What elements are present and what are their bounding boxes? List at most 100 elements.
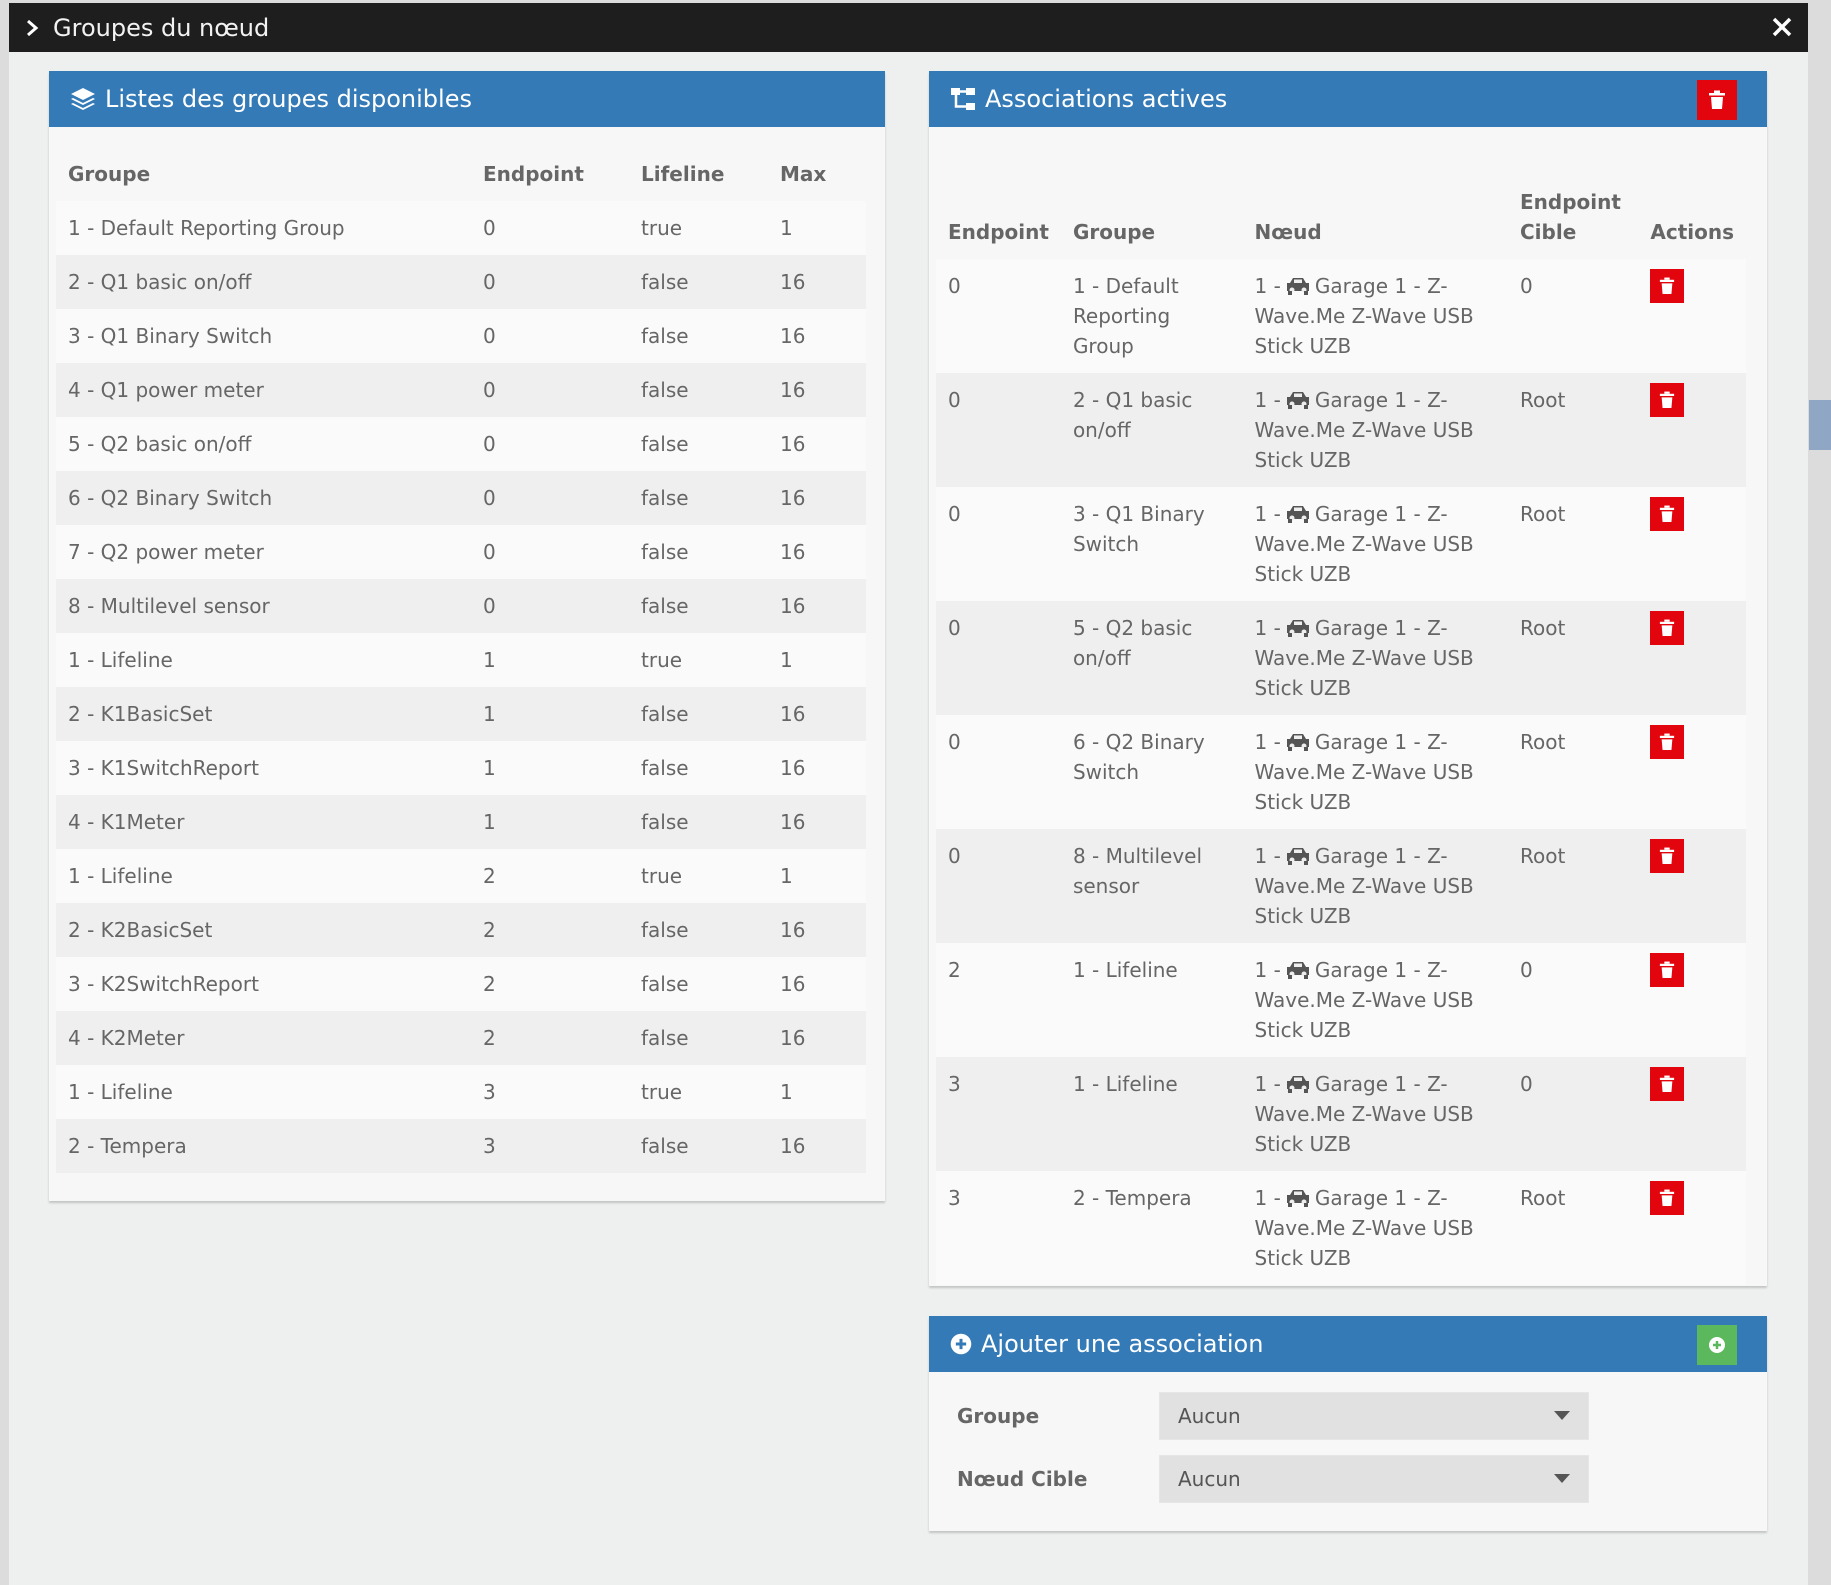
group-select-value: Aucun <box>1178 1404 1241 1428</box>
groups-panel-heading: Listes des groupes disponibles <box>49 71 885 127</box>
cell-node: 1 - Garage 1 - Z-Wave.Me Z-Wave USB Stick… <box>1242 601 1508 715</box>
node-prefix: 1 - <box>1254 274 1281 298</box>
column-header-groupe: Groupe <box>68 162 151 186</box>
table-row: 1 - Lifeline 3 true 1 <box>56 1065 866 1119</box>
delete-association-button[interactable] <box>1650 839 1685 873</box>
node-prefix: 1 - <box>1254 1186 1281 1210</box>
trash-icon <box>1660 847 1675 864</box>
trash-icon <box>1660 961 1675 978</box>
cell-group: 2 - K2BasicSet <box>56 903 471 957</box>
cell-endpoint: 2 <box>936 943 1061 1057</box>
cell-lifeline: false <box>629 741 768 795</box>
associations-panel-heading: Associations actives <box>929 71 1767 127</box>
trash-icon <box>1660 1189 1675 1206</box>
table-row: 1 - Lifeline 2 true 1 <box>56 849 866 903</box>
cell-lifeline: true <box>629 1065 768 1119</box>
cell-lifeline: false <box>629 795 768 849</box>
table-row: 7 - Q2 power meter 0 false 16 <box>56 525 866 579</box>
chevron-right-icon[interactable] <box>21 17 43 39</box>
cell-endpoint: 0 <box>471 255 629 309</box>
table-row: 2 - K1BasicSet 1 false 16 <box>56 687 866 741</box>
group-form-row: Groupe Aucun <box>957 1392 1589 1440</box>
cell-actions <box>1638 601 1746 715</box>
cell-lifeline: true <box>629 849 768 903</box>
trash-icon <box>1709 90 1725 109</box>
delete-association-button[interactable] <box>1650 725 1685 759</box>
cell-endpoint: 0 <box>936 487 1061 601</box>
cell-lifeline: false <box>629 687 768 741</box>
cell-node: 1 - Garage 1 - Z-Wave.Me Z-Wave USB Stick… <box>1242 943 1508 1057</box>
cell-node: 1 - Garage 1 - Z-Wave.Me Z-Wave USB Stick… <box>1242 487 1508 601</box>
delete-association-button[interactable] <box>1650 269 1685 303</box>
associations-table: Endpoint Groupe Nœud Endpoint Cible Acti… <box>936 147 1746 1285</box>
groups-panel-title: Listes des groupes disponibles <box>105 85 472 113</box>
cell-group: 8 - Multilevel sensor <box>56 579 471 633</box>
cell-lifeline: false <box>629 579 768 633</box>
cell-endpoint: 0 <box>471 201 629 255</box>
cell-actions <box>1638 943 1746 1057</box>
cell-endpoint: 2 <box>471 1011 629 1065</box>
delete-association-button[interactable] <box>1650 1067 1685 1101</box>
cell-group: 3 - K1SwitchReport <box>56 741 471 795</box>
delete-association-button[interactable] <box>1650 953 1685 987</box>
close-icon[interactable] <box>1770 15 1794 39</box>
column-header-actions: Actions <box>1650 220 1734 244</box>
table-row: 4 - K2Meter 2 false 16 <box>56 1011 866 1065</box>
cell-group: 3 - Q1 Binary Switch <box>56 309 471 363</box>
cell-target-endpoint: Root <box>1508 601 1639 715</box>
cell-max: 1 <box>768 849 866 903</box>
cell-lifeline: false <box>629 309 768 363</box>
delete-all-associations-button[interactable] <box>1697 80 1737 120</box>
cell-endpoint: 2 <box>471 849 629 903</box>
cell-node: 1 - Garage 1 - Z-Wave.Me Z-Wave USB Stick… <box>1242 829 1508 943</box>
group-label: Groupe <box>957 1404 1040 1428</box>
cell-lifeline: false <box>629 363 768 417</box>
table-row: 1 - Lifeline 1 true 1 <box>56 633 866 687</box>
caret-down-icon <box>1554 1474 1570 1483</box>
cell-actions <box>1638 487 1746 601</box>
cell-max: 1 <box>768 1065 866 1119</box>
delete-association-button[interactable] <box>1650 1181 1685 1215</box>
cell-target-endpoint: 0 <box>1508 943 1639 1057</box>
cell-actions <box>1638 1057 1746 1171</box>
cell-endpoint: 0 <box>471 417 629 471</box>
cell-endpoint: 3 <box>471 1065 629 1119</box>
trash-icon <box>1660 733 1675 750</box>
cell-max: 16 <box>768 1011 866 1065</box>
trash-icon <box>1660 619 1675 636</box>
associations-panel: Associations actives Endpoint Groupe Nœu… <box>929 71 1767 1286</box>
cell-lifeline: false <box>629 957 768 1011</box>
node-prefix: 1 - <box>1254 388 1281 412</box>
column-header-lifeline: Lifeline <box>641 162 725 186</box>
delete-association-button[interactable] <box>1650 383 1685 417</box>
cell-endpoint: 0 <box>471 579 629 633</box>
target-node-select[interactable]: Aucun <box>1159 1455 1589 1503</box>
table-header-row: Groupe Endpoint Lifeline Max <box>56 147 866 201</box>
cell-group: 2 - Tempera <box>56 1119 471 1173</box>
delete-association-button[interactable] <box>1650 497 1685 531</box>
table-row: 4 - K1Meter 1 false 16 <box>56 795 866 849</box>
groups-panel: Listes des groupes disponibles Groupe En… <box>49 71 885 1201</box>
trash-icon <box>1660 505 1675 522</box>
group-select[interactable]: Aucun <box>1159 1392 1589 1440</box>
car-icon <box>1286 848 1309 865</box>
add-association-button[interactable] <box>1697 1325 1737 1365</box>
cell-lifeline: false <box>629 417 768 471</box>
node-name: Garage 1 - Z-Wave.Me Z-Wave USB Stick UZ… <box>1254 1072 1474 1156</box>
trash-icon <box>1660 391 1675 408</box>
delete-association-button[interactable] <box>1650 611 1685 645</box>
cell-group: 2 - Q1 basic on/off <box>56 255 471 309</box>
cell-max: 16 <box>768 363 866 417</box>
groups-table: Groupe Endpoint Lifeline Max 1 - Default… <box>56 147 866 1173</box>
add-association-panel-title: Ajouter une association <box>981 1330 1264 1358</box>
cell-max: 16 <box>768 903 866 957</box>
trash-icon <box>1660 277 1675 294</box>
cell-group: 5 - Q2 basic on/off <box>1060 601 1243 715</box>
table-row: 3 - K1SwitchReport 1 false 16 <box>56 741 866 795</box>
cell-node: 1 - Garage 1 - Z-Wave.Me Z-Wave USB Stick… <box>1242 715 1508 829</box>
cell-endpoint: 0 <box>936 829 1061 943</box>
